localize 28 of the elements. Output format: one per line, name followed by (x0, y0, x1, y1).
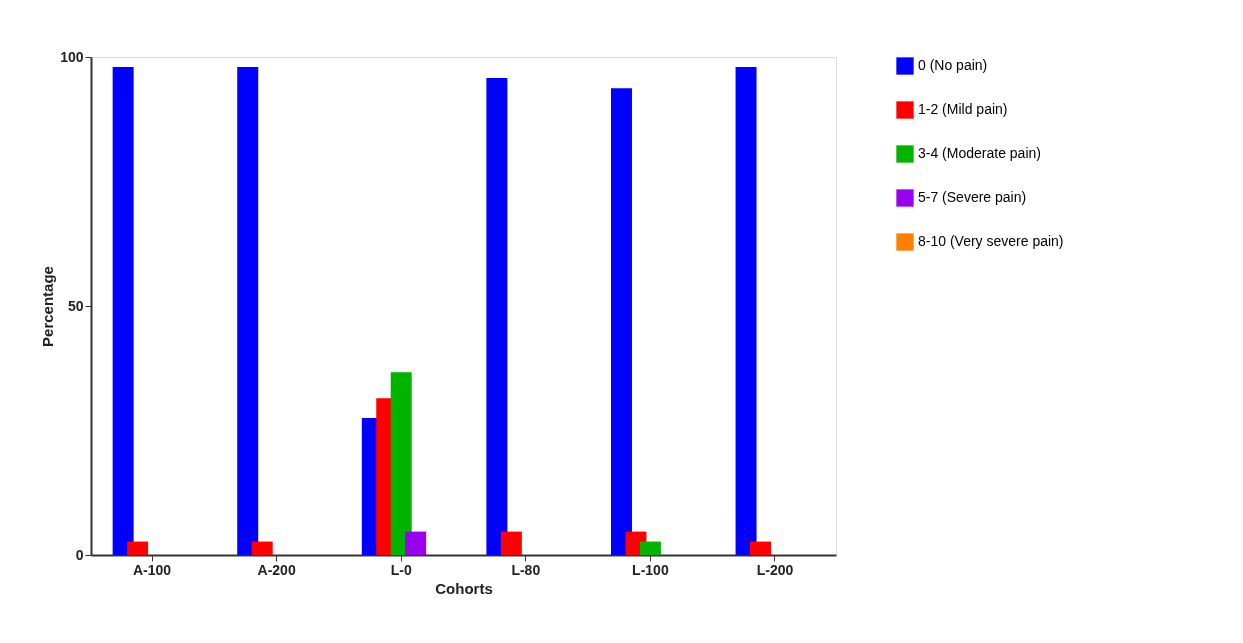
legend-label: 0 (No pain) (918, 57, 988, 73)
x-axis-title: Cohorts (435, 579, 493, 597)
legend-label: 8-10 (Very severe pain) (918, 233, 1064, 249)
x-tick-label: A-100 (132, 561, 172, 578)
x-tick-label: A-200 (257, 561, 296, 578)
bar (405, 531, 427, 555)
bar (390, 372, 412, 555)
legend-label: 1-2 (Mild pain) (918, 101, 1008, 117)
legend-label: 3-4 (Moderate pain) (918, 145, 1041, 161)
bar (750, 541, 771, 555)
bar (112, 66, 134, 555)
bar (251, 541, 273, 555)
bar (486, 77, 508, 555)
x-tick-label: L-0 (390, 561, 412, 578)
bar (735, 66, 757, 555)
x-tick-label: L-80 (511, 561, 541, 578)
y-tick-label: 0 (75, 546, 84, 563)
legend-label: 5-7 (Severe pain) (918, 189, 1027, 205)
y-tick-label: 50 (67, 297, 84, 314)
x-tick-label: L-100 (632, 561, 669, 578)
bar (500, 531, 522, 555)
bar (610, 88, 632, 555)
bar (127, 541, 149, 555)
x-tick-label: L-200 (756, 561, 794, 578)
bar (639, 541, 661, 555)
y-tick-label: 100 (60, 48, 84, 65)
bar (237, 66, 259, 555)
y-axis-title: Percentage (39, 266, 57, 347)
